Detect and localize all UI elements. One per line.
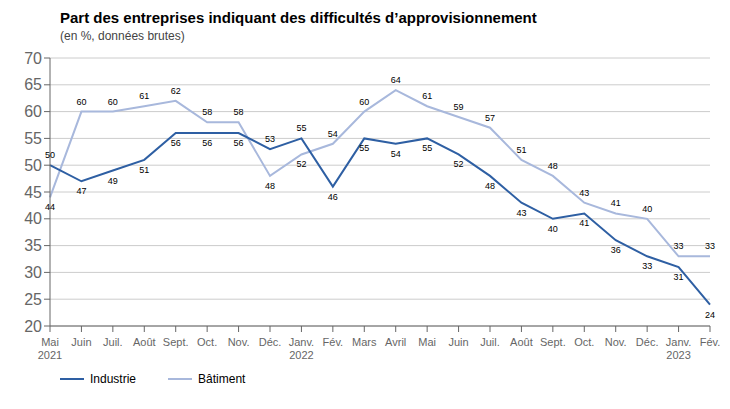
svg-text:52: 52 (296, 159, 306, 169)
svg-text:Fév.: Fév. (700, 336, 721, 348)
svg-text:Déc.: Déc. (636, 336, 659, 348)
svg-text:47: 47 (76, 186, 86, 196)
svg-text:33: 33 (642, 261, 652, 271)
svg-text:60: 60 (76, 97, 86, 107)
svg-text:33: 33 (705, 241, 715, 251)
svg-text:50: 50 (24, 157, 42, 174)
svg-text:65: 65 (24, 76, 42, 93)
html-text:(en %, données brutes): (en %, données brutes) (60, 29, 185, 43)
svg-text:43: 43 (579, 188, 589, 198)
svg-text:41: 41 (579, 218, 589, 228)
html-text:Part des entreprises indiquant: Part des entreprises indiquant des diffi… (60, 9, 537, 26)
svg-text:Oct.: Oct. (574, 336, 594, 348)
svg-text:Sept.: Sept. (163, 336, 189, 348)
svg-text:25: 25 (24, 291, 42, 308)
svg-text:Juil.: Juil. (103, 336, 123, 348)
svg-text:55: 55 (359, 143, 369, 153)
svg-text:24: 24 (705, 310, 715, 320)
svg-text:62: 62 (171, 86, 181, 96)
svg-text:Mai: Mai (418, 336, 436, 348)
svg-text:60: 60 (24, 103, 42, 120)
svg-text:Sept.: Sept. (540, 336, 566, 348)
svg-text:64: 64 (391, 75, 401, 85)
svg-text:55: 55 (24, 130, 42, 147)
svg-text:30: 30 (24, 264, 42, 281)
svg-text:Nov.: Nov. (605, 336, 627, 348)
svg-text:Août: Août (510, 336, 533, 348)
svg-text:35: 35 (24, 237, 42, 254)
svg-text:Oct.: Oct. (197, 336, 217, 348)
svg-text:51: 51 (516, 145, 526, 155)
svg-text:60: 60 (359, 97, 369, 107)
svg-text:49: 49 (108, 176, 118, 186)
svg-text:61: 61 (139, 91, 149, 101)
html-text:Bâtiment: Bâtiment (198, 372, 246, 386)
svg-text:20: 20 (24, 318, 42, 335)
svg-text:56: 56 (171, 138, 181, 148)
svg-text:55: 55 (422, 143, 432, 153)
svg-text:58: 58 (202, 107, 212, 117)
svg-text:43: 43 (516, 208, 526, 218)
svg-text:41: 41 (611, 198, 621, 208)
svg-text:Janv.2023: Janv.2023 (666, 336, 691, 361)
svg-text:40: 40 (642, 204, 652, 214)
svg-text:Mai2021: Mai2021 (38, 336, 62, 361)
svg-text:Janv.2022: Janv.2022 (289, 336, 314, 361)
svg-text:48: 48 (265, 181, 275, 191)
svg-text:Fév.: Fév. (323, 336, 344, 348)
svg-text:50: 50 (45, 150, 55, 160)
svg-text:61: 61 (422, 91, 432, 101)
svg-text:70: 70 (24, 50, 42, 67)
svg-text:59: 59 (454, 102, 464, 112)
svg-text:56: 56 (202, 138, 212, 148)
svg-text:58: 58 (234, 107, 244, 117)
html-text:Industrie: Industrie (90, 372, 136, 386)
svg-text:Déc.: Déc. (259, 336, 282, 348)
svg-text:40: 40 (24, 210, 42, 227)
svg-text:51: 51 (139, 165, 149, 175)
svg-text:36: 36 (611, 245, 621, 255)
svg-text:Août: Août (133, 336, 156, 348)
svg-text:54: 54 (391, 149, 401, 159)
svg-text:Juil.: Juil. (480, 336, 500, 348)
svg-text:44: 44 (45, 202, 55, 212)
svg-text:Juin: Juin (71, 336, 91, 348)
svg-text:Juin: Juin (448, 336, 468, 348)
svg-text:57: 57 (485, 113, 495, 123)
svg-text:Avril: Avril (385, 336, 406, 348)
svg-text:54: 54 (328, 129, 338, 139)
svg-text:31: 31 (674, 272, 684, 282)
svg-text:46: 46 (328, 192, 338, 202)
svg-text:52: 52 (454, 159, 464, 169)
svg-text:56: 56 (234, 138, 244, 148)
svg-text:Nov.: Nov. (228, 336, 250, 348)
svg-text:48: 48 (485, 181, 495, 191)
svg-text:55: 55 (296, 123, 306, 133)
svg-text:40: 40 (548, 224, 558, 234)
svg-text:Mars: Mars (352, 336, 377, 348)
svg-text:48: 48 (548, 161, 558, 171)
svg-text:45: 45 (24, 184, 42, 201)
svg-text:60: 60 (108, 97, 118, 107)
svg-text:33: 33 (674, 241, 684, 251)
svg-text:53: 53 (265, 134, 275, 144)
